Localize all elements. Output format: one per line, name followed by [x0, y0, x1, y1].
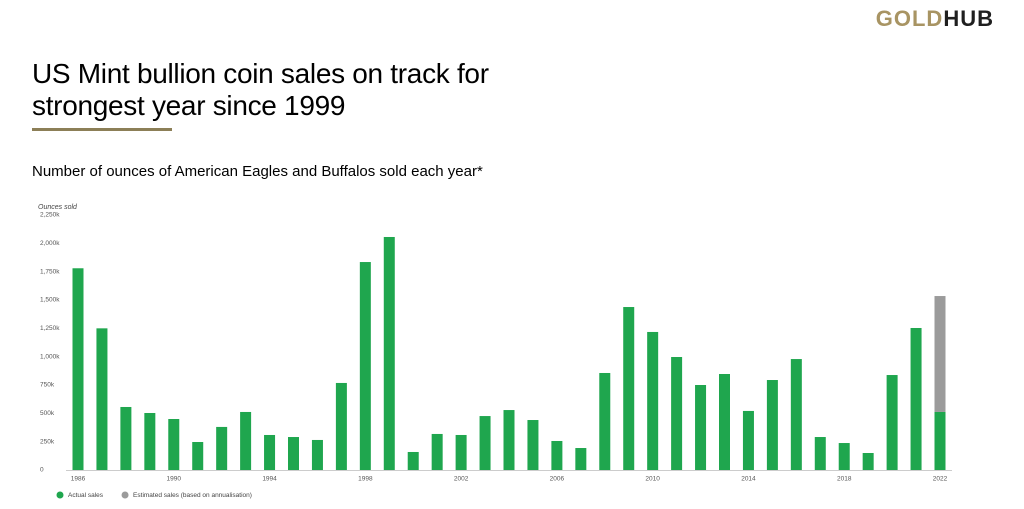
bar [96, 328, 108, 470]
y-tick-label: 2,000k [40, 240, 60, 247]
bar [383, 236, 395, 470]
bar [790, 359, 802, 470]
bar [216, 426, 228, 470]
bar [359, 262, 371, 470]
bar [695, 385, 707, 470]
bar [503, 410, 515, 470]
bar [407, 451, 419, 470]
bar [719, 374, 730, 470]
legend-marker [121, 491, 129, 499]
bar [647, 331, 659, 470]
bar [623, 307, 635, 470]
logo-hub: HUB [943, 6, 994, 31]
x-tick-label: 2006 [550, 476, 565, 483]
bar [288, 437, 299, 470]
y-tick-label: 500k [40, 410, 55, 417]
bar [311, 439, 323, 470]
legend-label: Estimated sales (based on annualisation) [133, 492, 252, 499]
bar [240, 411, 252, 470]
y-tick-label: 750k [40, 382, 55, 389]
bar [742, 410, 754, 470]
x-tick-label: 2022 [933, 476, 948, 483]
chart-title: US Mint bullion coin sales on track for … [32, 58, 489, 121]
y-tick-label: 0 [40, 467, 44, 474]
x-tick-label: 2002 [454, 476, 469, 483]
x-tick-label: 1990 [167, 476, 182, 483]
title-rule [32, 128, 172, 131]
bar [814, 437, 826, 470]
bar [934, 411, 946, 470]
x-tick-label: 2018 [837, 476, 852, 483]
logo-gold: GOLD [875, 6, 944, 31]
x-tick-label: 1986 [71, 476, 86, 483]
x-tick-label: 2014 [741, 476, 756, 483]
bar [479, 416, 491, 470]
bar [575, 448, 587, 470]
y-tick-label: 1,500k [40, 297, 60, 304]
x-tick-label: 1994 [262, 476, 277, 483]
y-axis-label: Ounces sold [38, 204, 78, 211]
bar [431, 433, 443, 470]
y-tick-label: 2,250k [40, 212, 60, 219]
y-tick-label: 250k [40, 438, 55, 445]
x-tick-label: 1998 [358, 476, 373, 483]
bar [599, 372, 611, 470]
bar [192, 442, 204, 470]
bar [910, 327, 922, 470]
bar [144, 412, 156, 470]
bar [455, 434, 467, 470]
bar [335, 382, 347, 470]
bar [862, 453, 874, 470]
bar [527, 420, 539, 470]
y-tick-label: 1,000k [40, 353, 60, 360]
bar [72, 268, 84, 470]
x-tick-label: 2010 [645, 476, 660, 483]
y-tick-label: 1,750k [40, 268, 60, 275]
bar [264, 434, 276, 470]
bar [766, 380, 778, 470]
logo: GOLDHUB [876, 6, 994, 32]
bar [120, 406, 132, 470]
bar [671, 357, 683, 470]
bar [551, 440, 563, 470]
bar [934, 296, 946, 412]
bar [168, 419, 180, 470]
legend-label: Actual sales [68, 492, 104, 499]
y-tick-label: 1,250k [40, 325, 60, 332]
legend-marker [56, 491, 64, 499]
chart-subtitle: Number of ounces of American Eagles and … [32, 163, 483, 180]
bar [886, 375, 898, 470]
bar [838, 443, 850, 470]
